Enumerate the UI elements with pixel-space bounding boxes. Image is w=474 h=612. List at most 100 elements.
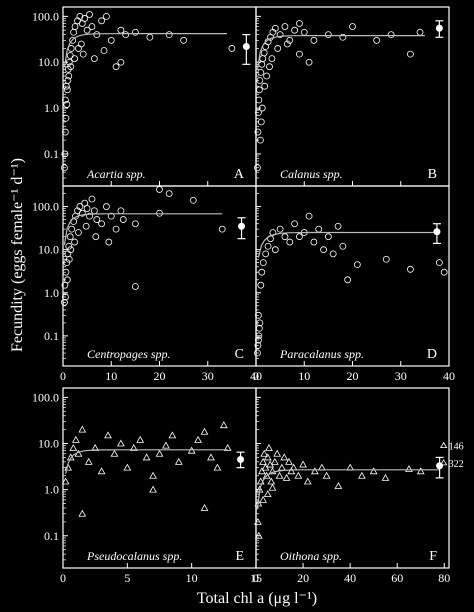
data-point [255,336,262,344]
data-point [62,293,69,301]
data-point [84,457,93,465]
data-point [93,216,101,223]
data-point [322,471,331,479]
data-point [131,220,139,228]
fit-curve [63,213,223,246]
x-tick-label: 40 [344,571,356,585]
mean-marker [238,222,246,230]
y-axis-label: Fecundity (eggs female⁻¹ d⁻¹) [9,158,26,352]
y-tick-label: 10.0 [38,437,59,451]
x-tick-label: 20 [154,369,166,383]
data-point [207,453,215,461]
data-point [255,109,262,116]
data-point [258,104,266,112]
data-point [339,242,347,250]
x-tick-label: 10 [186,571,198,585]
data-point [266,63,273,71]
data-point [75,229,82,236]
data-point [263,490,272,498]
data-point [255,96,263,104]
fit-curve [63,33,227,68]
data-point [256,77,264,84]
data-point [162,441,170,449]
data-point [117,439,125,447]
data-point [61,477,70,485]
data-point [271,24,279,32]
data-point [256,319,264,327]
data-point [299,460,307,468]
data-point [270,457,279,465]
data-point [440,268,448,276]
panel-frame [255,387,450,569]
species-label: Paracalanus spp. [279,347,364,361]
data-point [213,463,222,471]
x-tick-label: 40 [250,369,262,383]
data-point [168,431,177,439]
data-point [83,26,91,34]
x-tick-label: 0 [60,369,66,383]
data-point [78,425,87,433]
data-point [194,435,202,443]
fit-curve [65,449,228,474]
x-tick-label: 15 [250,571,262,585]
data-point [82,222,90,230]
data-point [329,250,337,258]
data-point [382,255,390,263]
data-point [71,435,80,443]
data-point [98,17,105,25]
data-point [67,246,75,254]
data-point [68,225,76,233]
data-point [65,72,73,80]
data-point [69,443,78,451]
data-point [259,495,267,503]
data-point [117,58,125,66]
data-point [107,212,115,220]
data-point [86,212,93,220]
data-point [381,473,390,481]
data-point [405,465,413,472]
data-point [62,128,69,136]
data-point [303,477,312,485]
mean-marker [435,24,443,32]
data-point [103,12,110,20]
y-tick-label: 1.0 [44,483,59,497]
species-label: Acartia spp. [86,167,146,181]
x-tick-label: 80 [438,571,450,585]
species-label: Calanus spp. [280,167,343,181]
data-point [71,55,78,62]
x-tick-label: 0 [253,369,259,383]
data-point [281,233,289,241]
data-point [291,26,299,34]
panel-letter: B [428,167,437,182]
data-point [104,431,112,439]
data-point [260,449,269,457]
data-point [259,457,267,465]
data-point [253,517,262,525]
data-point [263,453,272,461]
data-point [406,50,414,58]
data-point [257,118,265,126]
data-point [61,164,68,172]
data-point [69,36,77,44]
data-point [334,481,343,489]
data-point [112,63,120,71]
annotation-marker [439,459,448,466]
data-point [93,31,101,39]
annotation-label: 322 [449,459,464,470]
data-point [131,283,139,290]
data-point [98,220,105,228]
data-point [339,33,347,41]
data-point [263,72,271,80]
x-tick-label: 30 [395,369,407,383]
x-tick-label: 20 [297,571,309,585]
x-tick-label: 40 [443,369,455,383]
data-point [296,20,303,27]
data-point [189,196,197,204]
fit-curve [256,469,440,510]
data-point [258,467,266,475]
data-point [291,220,299,228]
annotation-marker [439,441,448,449]
data-point [260,49,268,57]
data-point [78,509,87,517]
